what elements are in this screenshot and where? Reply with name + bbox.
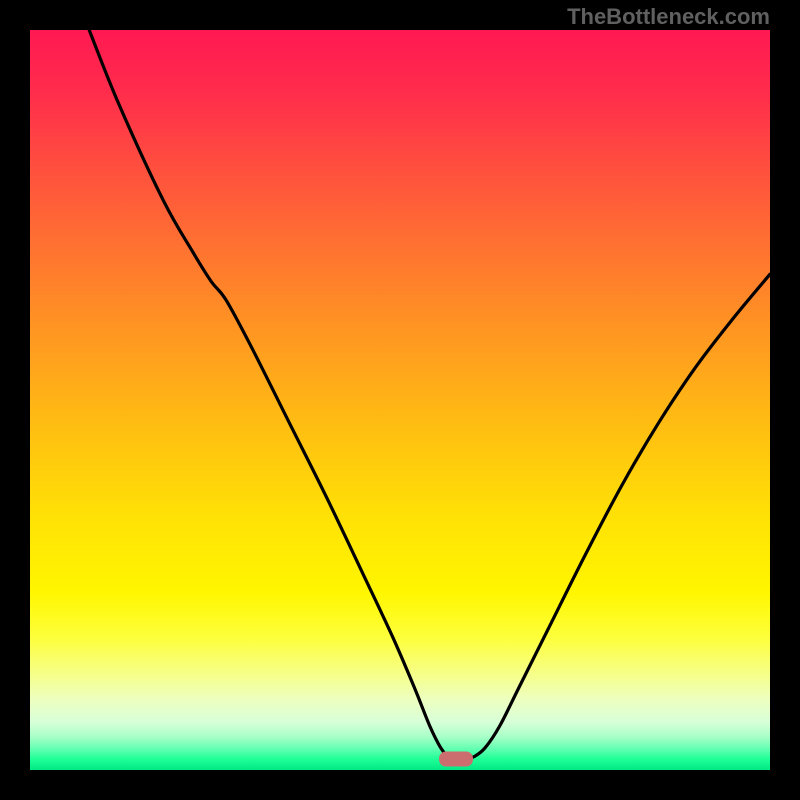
optimal-marker [439, 751, 473, 766]
plot-area [30, 30, 770, 770]
watermark-text: TheBottleneck.com [567, 4, 770, 30]
plot-svg [30, 30, 770, 770]
gradient-background [30, 30, 770, 770]
